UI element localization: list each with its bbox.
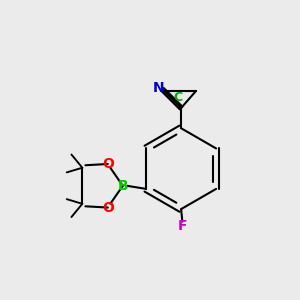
Text: B: B <box>117 179 128 193</box>
Text: N: N <box>153 81 164 95</box>
Text: F: F <box>178 219 187 233</box>
Text: C: C <box>173 91 182 103</box>
Text: O: O <box>102 157 114 171</box>
Text: O: O <box>102 200 114 214</box>
